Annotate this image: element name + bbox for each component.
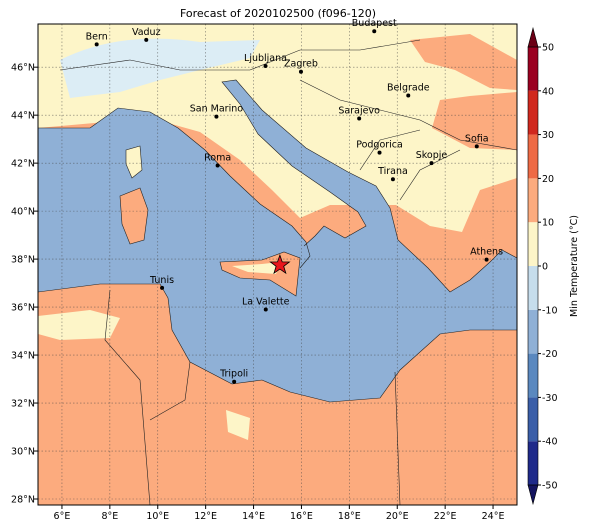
colorbar-bin <box>528 47 538 91</box>
colorbar-tick-label: -50 <box>542 481 558 492</box>
y-tick-label: 36°N <box>11 303 35 314</box>
city-dot <box>263 307 268 312</box>
x-tick-label: 16°E <box>290 511 313 522</box>
y-tick-label: 46°N <box>11 63 35 74</box>
colorbar-bin <box>528 222 538 266</box>
city-label: Zagreb <box>284 59 318 70</box>
x-tick-label: 6°E <box>54 511 71 522</box>
city-label: Skopje <box>416 150 448 161</box>
city-dot <box>263 63 268 68</box>
colorbar-tick-label: 40 <box>542 86 554 97</box>
graticule: 6°E 8°E 10°E 12°E 14°E 16°E 18°E 20°E 22°E 24°E 28… <box>11 24 517 522</box>
city-label: Tripoli <box>219 369 248 380</box>
colorbar-bin <box>528 353 538 398</box>
city-label: La Valette <box>242 296 290 307</box>
colorbar-bin <box>528 441 538 485</box>
y-tick-label: 28°N <box>11 495 35 506</box>
city-dot <box>390 177 395 182</box>
y-tick-label: 40°N <box>11 207 35 218</box>
city-dot <box>160 285 165 290</box>
x-tick-label: 14°E <box>242 511 265 522</box>
libya-mild <box>226 410 250 440</box>
city-dot <box>372 29 377 34</box>
star-marker <box>269 253 291 275</box>
city-label: Bern <box>86 31 108 42</box>
colorbar-over <box>527 26 539 48</box>
y-tick-label: 42°N <box>11 159 35 170</box>
x-tick-label: 22°E <box>434 511 457 522</box>
y-tick-label: 34°N <box>11 351 35 362</box>
colorbar-under <box>527 484 539 506</box>
city-label: Belgrade <box>387 82 430 93</box>
city-dot <box>474 144 479 149</box>
colorbar-bin <box>528 90 538 135</box>
colorbar-bin <box>528 134 538 179</box>
warm-patch <box>410 34 517 90</box>
colorbar-tick-label: -30 <box>542 393 558 404</box>
city-label: Sarajevo <box>338 106 380 117</box>
city-dot <box>232 379 237 384</box>
city-label: Athens <box>470 247 503 258</box>
city-label: Tirana <box>377 166 408 177</box>
colorbar-bin <box>528 266 538 310</box>
y-tick-label: 44°N <box>11 111 35 122</box>
algeria-mild <box>38 310 120 340</box>
city-label: Tunis <box>149 275 174 286</box>
city-label: Sofia <box>465 133 489 144</box>
city-dot <box>406 93 411 98</box>
colorbar-tick-label: 30 <box>542 130 554 141</box>
city-dot <box>144 37 149 42</box>
city-dot <box>357 116 362 121</box>
colorbar-tick-label: 10 <box>542 218 554 229</box>
city-label: Podgorica <box>356 140 403 151</box>
city-label: Vaduz <box>132 27 161 38</box>
x-tick-label: 8°E <box>101 511 118 522</box>
colorbar-bin <box>528 178 538 223</box>
corsica <box>125 145 143 179</box>
city-dot <box>214 114 219 119</box>
sicily-mild <box>232 262 280 274</box>
colorbar-tick-label: 0 <box>542 262 548 273</box>
x-tick-label: 18°E <box>338 511 361 522</box>
colorbar-tick-label: -20 <box>542 349 558 360</box>
x-tick-label: 24°E <box>482 511 505 522</box>
x-tick-label: 12°E <box>194 511 217 522</box>
city-label: San Marino <box>190 104 243 115</box>
city-dot <box>484 257 489 262</box>
colorbar-tick-label: -10 <box>542 305 558 316</box>
city-label: Ljubljana <box>244 53 287 64</box>
city-dot <box>94 42 99 47</box>
map-frame <box>37 23 518 506</box>
title: Forecast of 2020102500 (f096-120) <box>180 7 376 20</box>
colorbar-tick-label: 20 <box>542 174 554 185</box>
colorbar: -50 -40 -30 -20 -10 0 10 20 30 40 50 <box>527 26 558 506</box>
city-dot <box>215 163 220 168</box>
x-tick-label: 20°E <box>386 511 409 522</box>
y-tick-label: 38°N <box>11 255 35 266</box>
colorbar-label: Min Temperature (°C) <box>569 215 580 317</box>
city-label: Budapest <box>352 18 397 29</box>
colorbar-tick-label: 50 <box>542 43 554 54</box>
city-dot <box>429 161 434 166</box>
x-tick-label: 10°E <box>146 511 169 522</box>
sardinia <box>119 187 149 245</box>
city-dot <box>377 150 382 155</box>
y-tick-label: 30°N <box>11 447 35 458</box>
y-tick-label: 32°N <box>11 399 35 410</box>
city-dot <box>298 69 303 74</box>
colorbar-bin <box>528 309 538 354</box>
colorbar-tick-label: -40 <box>542 437 558 448</box>
colorbar-bin <box>528 397 538 442</box>
city-label: Roma <box>204 153 231 164</box>
